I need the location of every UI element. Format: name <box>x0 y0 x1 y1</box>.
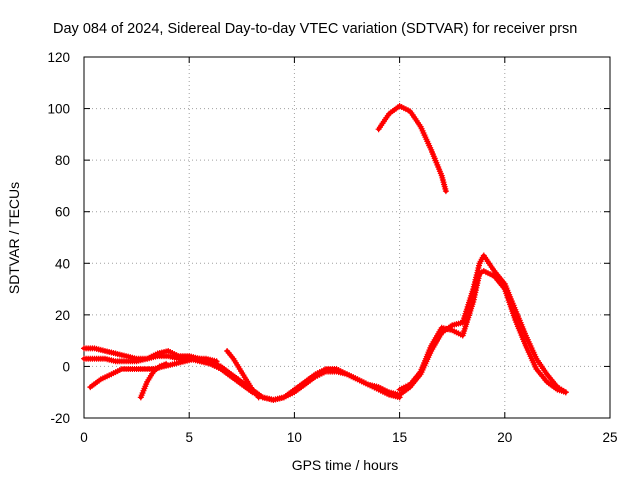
y-tick-label: 60 <box>55 205 70 220</box>
plot-frame <box>83 56 611 419</box>
x-tick-label: 20 <box>497 430 512 445</box>
y-tick-label: 80 <box>55 153 70 168</box>
series-arc-5 <box>224 348 262 401</box>
x-axis-label: GPS time / hours <box>292 457 399 473</box>
data-point <box>562 389 569 396</box>
data-point <box>163 360 170 367</box>
y-tick-label: 40 <box>55 256 70 271</box>
series-arc-8 <box>396 268 569 396</box>
tick-labels: 0 5 10 15 20 25 -20 0 20 40 60 80 100 120 <box>47 50 617 445</box>
y-tick-label: 20 <box>55 308 70 323</box>
data-point <box>442 188 449 195</box>
data-series <box>81 103 569 403</box>
y-tick-label: 120 <box>47 50 70 65</box>
data-point <box>255 394 262 401</box>
x-tick-label: 0 <box>80 430 88 445</box>
chart-title: Day 084 of 2024, Sidereal Day-to-day VTE… <box>53 21 577 37</box>
series-arc-4 <box>137 360 170 401</box>
y-tick-label: 0 <box>62 359 70 374</box>
data-point <box>213 358 220 365</box>
x-tick-label: 25 <box>602 430 617 445</box>
y-axis-label: SDTVAR / TECUs <box>6 182 22 294</box>
y-tick-label: 100 <box>47 102 70 117</box>
series-arc-2 <box>81 353 403 403</box>
y-tick-label: -20 <box>50 411 70 426</box>
axis-ticks <box>83 56 611 419</box>
series-arc-6 <box>375 103 449 195</box>
x-tick-label: 10 <box>287 430 302 445</box>
x-tick-label: 5 <box>185 430 193 445</box>
x-tick-label: 15 <box>392 430 407 445</box>
